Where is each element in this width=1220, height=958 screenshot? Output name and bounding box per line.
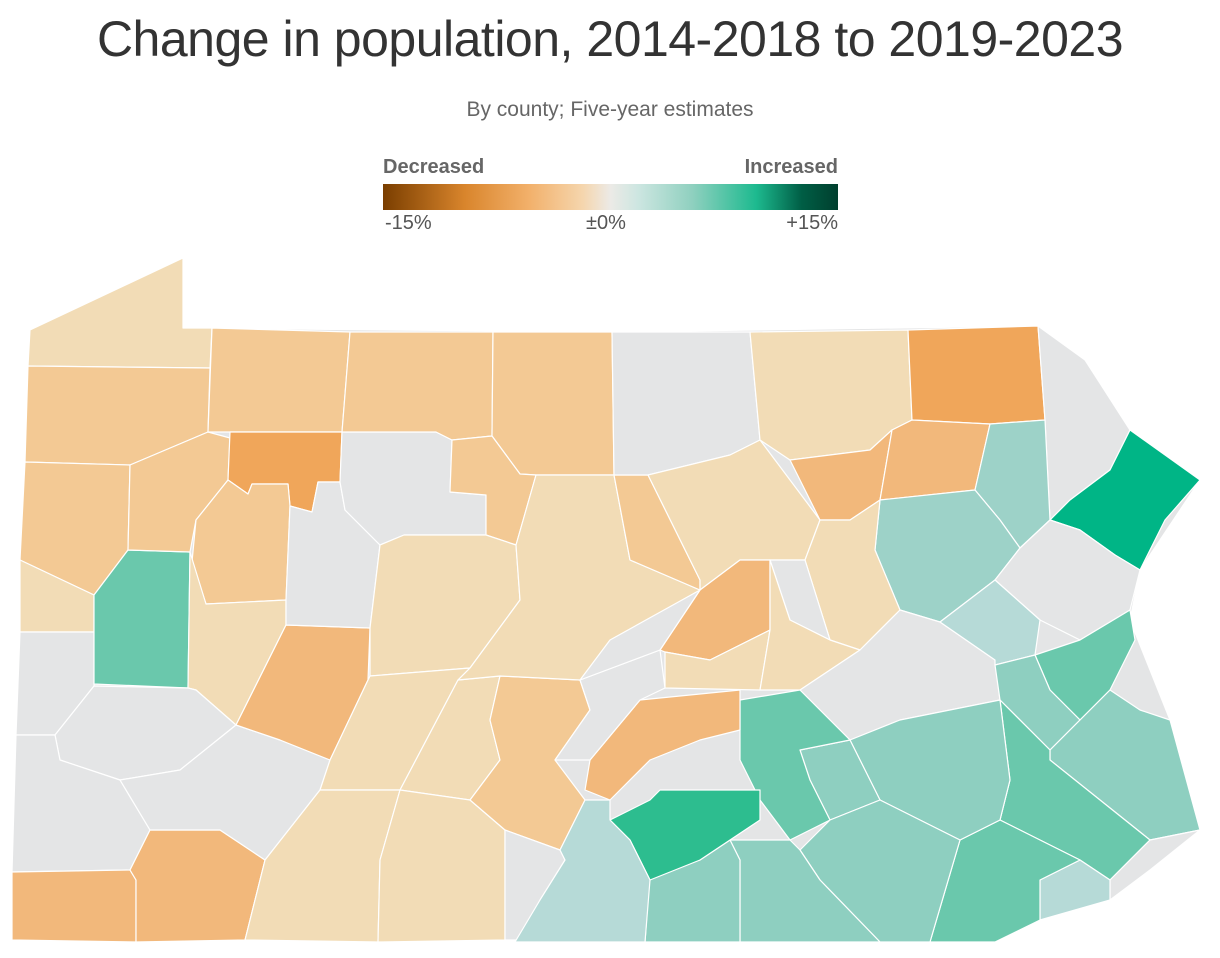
legend-tick-max: +15% xyxy=(786,212,838,234)
legend-tick-zero: ±0% xyxy=(586,212,626,234)
chart-title: Change in population, 2014-2018 to 2019-… xyxy=(96,11,1124,67)
legend-tick-min: -15% xyxy=(385,212,432,234)
county-franklin xyxy=(514,799,651,943)
legend-increased-label: Increased xyxy=(744,156,838,178)
county-wyoming xyxy=(879,419,991,501)
legend-color-bar xyxy=(383,184,838,210)
legend-decreased-label: Decreased xyxy=(383,156,485,178)
county-chester xyxy=(929,819,1081,943)
county-mckean xyxy=(341,331,494,441)
county-warren xyxy=(207,327,351,433)
chart-subtitle: By county; Five-year estimates xyxy=(466,98,754,121)
county-juniata xyxy=(554,649,666,761)
county-mifflin xyxy=(579,589,701,681)
county-erie xyxy=(27,257,213,369)
county-perry xyxy=(584,689,741,801)
county-susquehanna xyxy=(907,325,1046,425)
county-dauphin xyxy=(739,689,851,841)
county-greene xyxy=(11,869,137,943)
county-potter xyxy=(491,331,615,476)
